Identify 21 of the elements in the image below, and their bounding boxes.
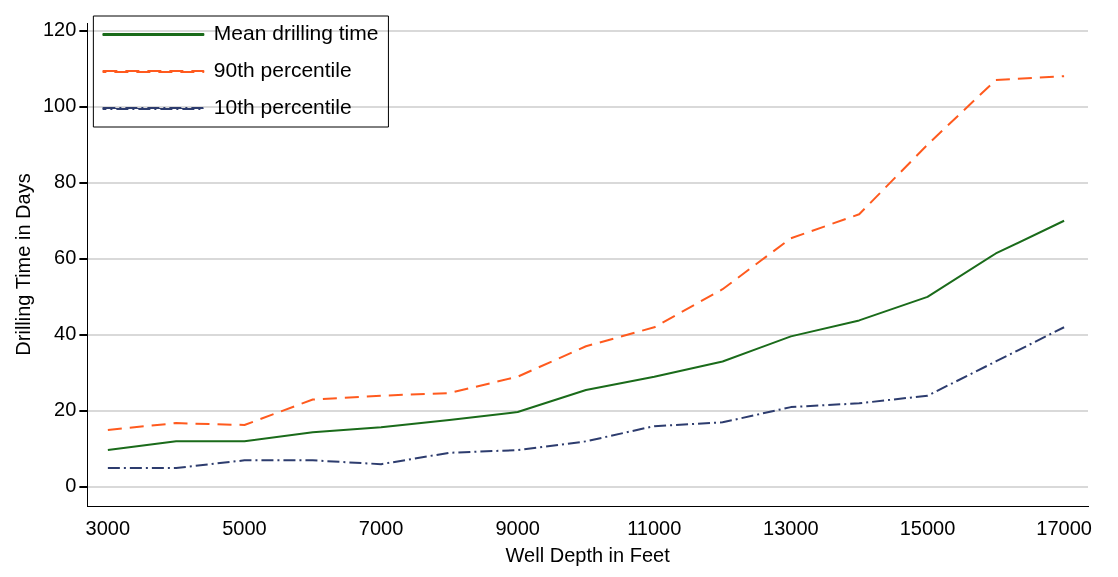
- x-tick-label: 17000: [1036, 516, 1092, 539]
- x-tick-label: 15000: [899, 516, 956, 539]
- x-tick-label: 5000: [222, 516, 267, 539]
- x-axis-title: Well Depth in Feet: [505, 543, 671, 566]
- x-tick-label: 13000: [763, 516, 819, 539]
- y-tick-label: 20: [54, 398, 77, 421]
- y-axis-title: Drilling Time in Days: [11, 173, 34, 356]
- y-tick-label: 100: [42, 94, 77, 117]
- legend-label: 10th percentile: [213, 95, 352, 119]
- legend-label: Mean drilling time: [213, 21, 379, 45]
- y-tick-label: 120: [42, 18, 77, 41]
- y-tick-label: 0: [65, 474, 77, 497]
- x-tick-label: 11000: [627, 516, 682, 539]
- y-tick-label: 80: [54, 170, 77, 193]
- y-tick-label: 40: [54, 322, 77, 345]
- x-tick-label: 7000: [358, 516, 404, 539]
- x-tick-label: 9000: [495, 516, 540, 539]
- line-series: [106, 326, 1066, 469]
- legend-label: 90th percentile: [213, 58, 352, 82]
- x-tick-label: 3000: [85, 516, 131, 539]
- y-tick-label: 60: [54, 246, 77, 269]
